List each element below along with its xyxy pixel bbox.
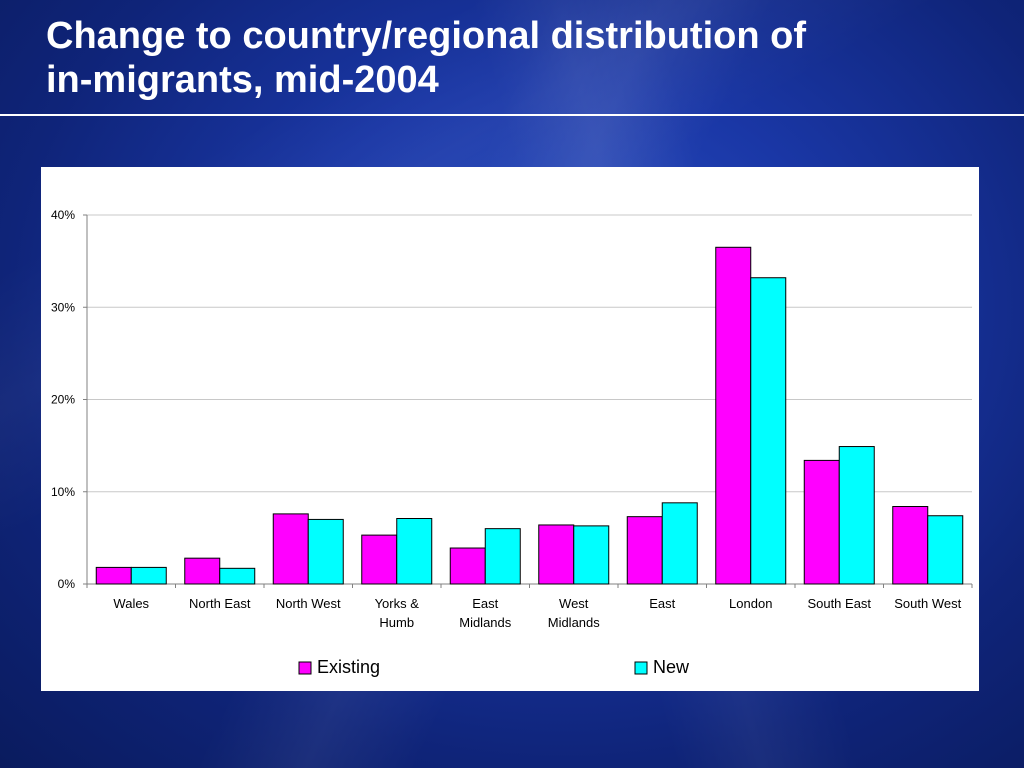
bar-existing [449,547,486,585]
x-tick-label: West [559,596,589,611]
slide-title-line-1: Change to country/regional distribution … [46,15,806,57]
bar-new [484,528,521,585]
y-tick-label: 20% [51,393,75,407]
x-tick-label: North West [276,596,341,611]
bar-new [661,502,698,585]
bar-new [219,567,256,585]
bar-new [838,446,875,585]
bar-existing [184,557,221,585]
bar-existing [361,534,398,585]
chart-panel: 0% 10% 20% 30% 40% Wales North East North West Y… [41,167,979,691]
x-tick-label: East [649,596,675,611]
legend-label-new: New [653,657,690,677]
bar-existing [803,459,840,585]
bar-new [750,277,787,585]
y-tick-label: 10% [51,485,75,499]
legend-swatch-new [634,661,648,675]
y-tick-label: 40% [51,208,75,222]
bar-existing [892,506,929,585]
x-tick-label: South East [807,596,871,611]
legend-label-existing: Existing [317,657,380,677]
y-tick-label: 0% [58,577,76,591]
bar-existing [715,246,752,585]
x-tick-label: Humb [379,615,414,630]
bar-existing [95,566,132,585]
title-divider [0,114,1024,116]
bar-new [130,566,167,585]
x-tick-label: Midlands [459,615,512,630]
bar-new [396,518,433,585]
x-tick-label: South West [894,596,961,611]
x-tick-label: East [472,596,498,611]
bar-existing [626,516,663,585]
bar-new [307,518,344,585]
slide-title-line-2: in-migrants, mid-2004 [46,59,439,101]
y-tick-label: 30% [51,300,75,314]
x-tick-label: Wales [113,596,149,611]
x-tick-label: Midlands [548,615,601,630]
x-tick-label: North East [189,596,251,611]
bar-existing [538,524,575,585]
bar-new [573,525,610,585]
bar-existing [272,513,309,585]
legend-swatch-existing [298,661,312,675]
slide-title: Change to country/regional distribution … [46,14,1006,102]
x-tick-label: Yorks & [375,596,420,611]
bar-new [927,515,964,585]
bar-chart: 0% 10% 20% 30% 40% Wales North East North West Y… [51,208,973,677]
x-tick-label: London [729,596,772,611]
